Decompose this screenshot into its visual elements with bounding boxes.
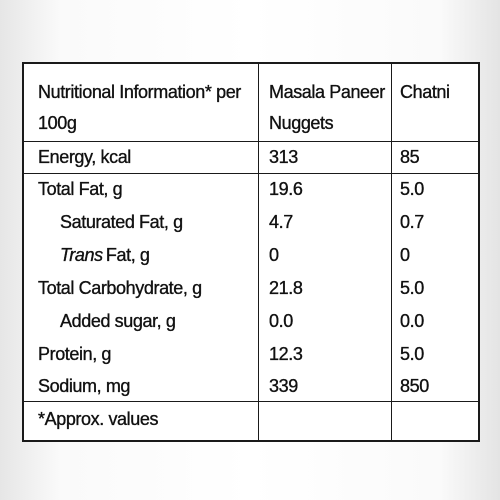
cell: 0.0	[400, 311, 425, 331]
cell: 0.0	[269, 311, 294, 331]
row-label: Protein, g	[38, 344, 112, 364]
cell: 12.3	[269, 344, 303, 364]
cell: 4.7	[269, 212, 294, 232]
nutrition-table: Nutritional Information* per 100g Masala…	[22, 62, 480, 442]
cell: 313	[269, 147, 299, 167]
cell: 5.0	[400, 179, 425, 199]
header-cell: Masala Paneer Nuggets	[269, 82, 386, 133]
row-label: Added sugar, g	[60, 311, 176, 331]
row-label: Saturated Fat, g	[60, 212, 183, 232]
row-label: Total Carbohydrate, g	[38, 278, 202, 298]
row-divider	[24, 173, 478, 174]
footnote: *Approx. values	[38, 409, 159, 429]
row-label: Total Fat, g	[38, 179, 123, 199]
cell: 5.0	[400, 278, 425, 298]
cell: 0.7	[400, 212, 425, 232]
cell: 0	[269, 245, 279, 265]
row-label: Sodium, mg	[38, 376, 131, 396]
row-label: Trans Fat, g	[60, 240, 150, 270]
cell: 0	[400, 245, 410, 265]
row-label: Energy, kcal	[38, 147, 132, 167]
italic-text: Trans	[60, 245, 103, 265]
row-divider	[24, 401, 478, 402]
text: Fat, g	[105, 245, 150, 265]
cell: 21.8	[269, 278, 303, 298]
column-divider	[391, 64, 392, 440]
cell: 850	[400, 376, 430, 396]
column-divider	[258, 64, 259, 440]
cell: 85	[400, 147, 420, 167]
cell: 19.6	[269, 179, 303, 199]
header-cell: Chatni	[400, 82, 450, 102]
cell: 339	[269, 376, 299, 396]
header-cell: Nutritional Information* per 100g	[38, 82, 242, 133]
row-divider	[24, 141, 478, 142]
cell: 5.0	[400, 344, 425, 364]
